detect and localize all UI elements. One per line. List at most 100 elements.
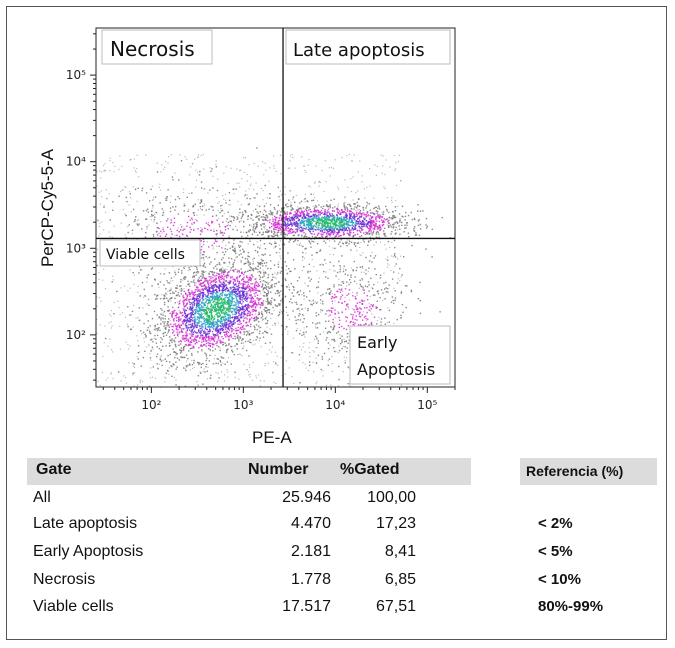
data-point	[267, 267, 269, 270]
data-point	[360, 324, 362, 326]
data-point	[186, 328, 189, 330]
data-point	[375, 218, 377, 221]
data-point	[335, 234, 338, 236]
data-point	[370, 228, 372, 230]
data-point	[337, 331, 340, 333]
data-point	[194, 343, 196, 345]
data-point	[259, 278, 261, 280]
data-point	[344, 346, 346, 348]
data-point	[216, 294, 218, 296]
data-point	[252, 300, 254, 302]
data-point	[361, 286, 363, 288]
data-point	[200, 292, 202, 294]
data-point	[185, 314, 187, 317]
data-point	[245, 293, 247, 295]
data-point	[247, 310, 249, 312]
data-point	[341, 229, 344, 232]
data-point	[253, 303, 255, 305]
data-point	[236, 298, 238, 301]
data-point	[313, 208, 315, 210]
data-point	[358, 217, 360, 219]
data-point	[240, 283, 242, 285]
data-point	[365, 223, 368, 225]
data-point	[324, 218, 326, 221]
data-point	[213, 344, 215, 346]
data-point	[270, 333, 273, 335]
data-point	[232, 265, 234, 267]
data-point	[327, 223, 329, 225]
data-point	[235, 295, 237, 297]
data-point	[387, 240, 390, 243]
data-point	[232, 188, 234, 190]
data-point	[353, 203, 355, 205]
data-point	[208, 296, 210, 299]
data-point	[363, 225, 365, 227]
data-point	[210, 276, 212, 278]
data-point	[227, 211, 229, 213]
data-point	[178, 344, 180, 346]
data-point	[321, 229, 324, 232]
data-point	[233, 304, 235, 307]
data-point	[201, 329, 203, 331]
data-point	[198, 363, 200, 366]
data-point	[183, 328, 185, 330]
data-point	[363, 324, 365, 326]
data-point	[198, 307, 200, 310]
data-point	[193, 319, 195, 321]
data-point	[241, 290, 243, 292]
data-point	[376, 300, 378, 302]
data-point	[178, 341, 180, 343]
data-point	[375, 307, 377, 309]
data-point	[200, 257, 203, 259]
data-point	[349, 231, 351, 234]
data-point	[227, 300, 229, 302]
data-point	[188, 291, 190, 294]
data-point	[228, 296, 230, 298]
data-point	[290, 221, 292, 224]
data-point	[242, 315, 245, 317]
data-point	[316, 322, 319, 324]
data-point	[275, 228, 277, 231]
data-point	[243, 271, 246, 274]
data-point	[327, 364, 329, 366]
data-point	[195, 326, 198, 329]
data-point	[217, 297, 219, 300]
data-point	[321, 231, 323, 233]
data-point	[280, 224, 283, 226]
data-point	[213, 289, 216, 292]
data-point	[171, 316, 173, 318]
data-point	[320, 209, 323, 212]
data-point	[255, 339, 257, 341]
data-point	[374, 228, 376, 230]
data-point	[326, 229, 329, 232]
data-point	[216, 240, 218, 243]
data-point	[292, 196, 295, 198]
data-point	[234, 318, 236, 320]
data-point	[335, 223, 337, 226]
data-point	[188, 298, 190, 301]
data-point	[189, 298, 191, 300]
data-point	[375, 210, 378, 212]
data-point	[208, 285, 210, 287]
data-point	[231, 286, 233, 289]
data-point	[260, 297, 262, 300]
data-point	[313, 241, 315, 243]
data-point	[223, 308, 225, 310]
data-point	[228, 302, 230, 304]
data-point	[255, 227, 257, 229]
data-point	[369, 222, 372, 224]
data-point	[179, 319, 181, 321]
data-point	[226, 327, 229, 330]
data-point	[285, 203, 287, 206]
data-point	[163, 230, 165, 233]
data-point	[271, 313, 273, 315]
data-point	[221, 292, 223, 294]
data-point	[209, 298, 211, 300]
data-point	[248, 304, 250, 306]
data-point	[294, 211, 296, 213]
data-point	[204, 279, 206, 281]
data-point	[215, 342, 217, 345]
data-point	[248, 306, 250, 308]
data-point	[174, 343, 177, 346]
data-point	[158, 317, 160, 319]
